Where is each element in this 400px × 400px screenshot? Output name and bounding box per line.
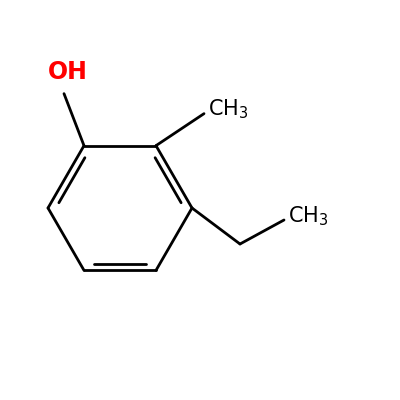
Text: CH$_3$: CH$_3$	[208, 98, 248, 122]
Text: OH: OH	[48, 60, 88, 84]
Text: CH$_3$: CH$_3$	[288, 204, 328, 228]
